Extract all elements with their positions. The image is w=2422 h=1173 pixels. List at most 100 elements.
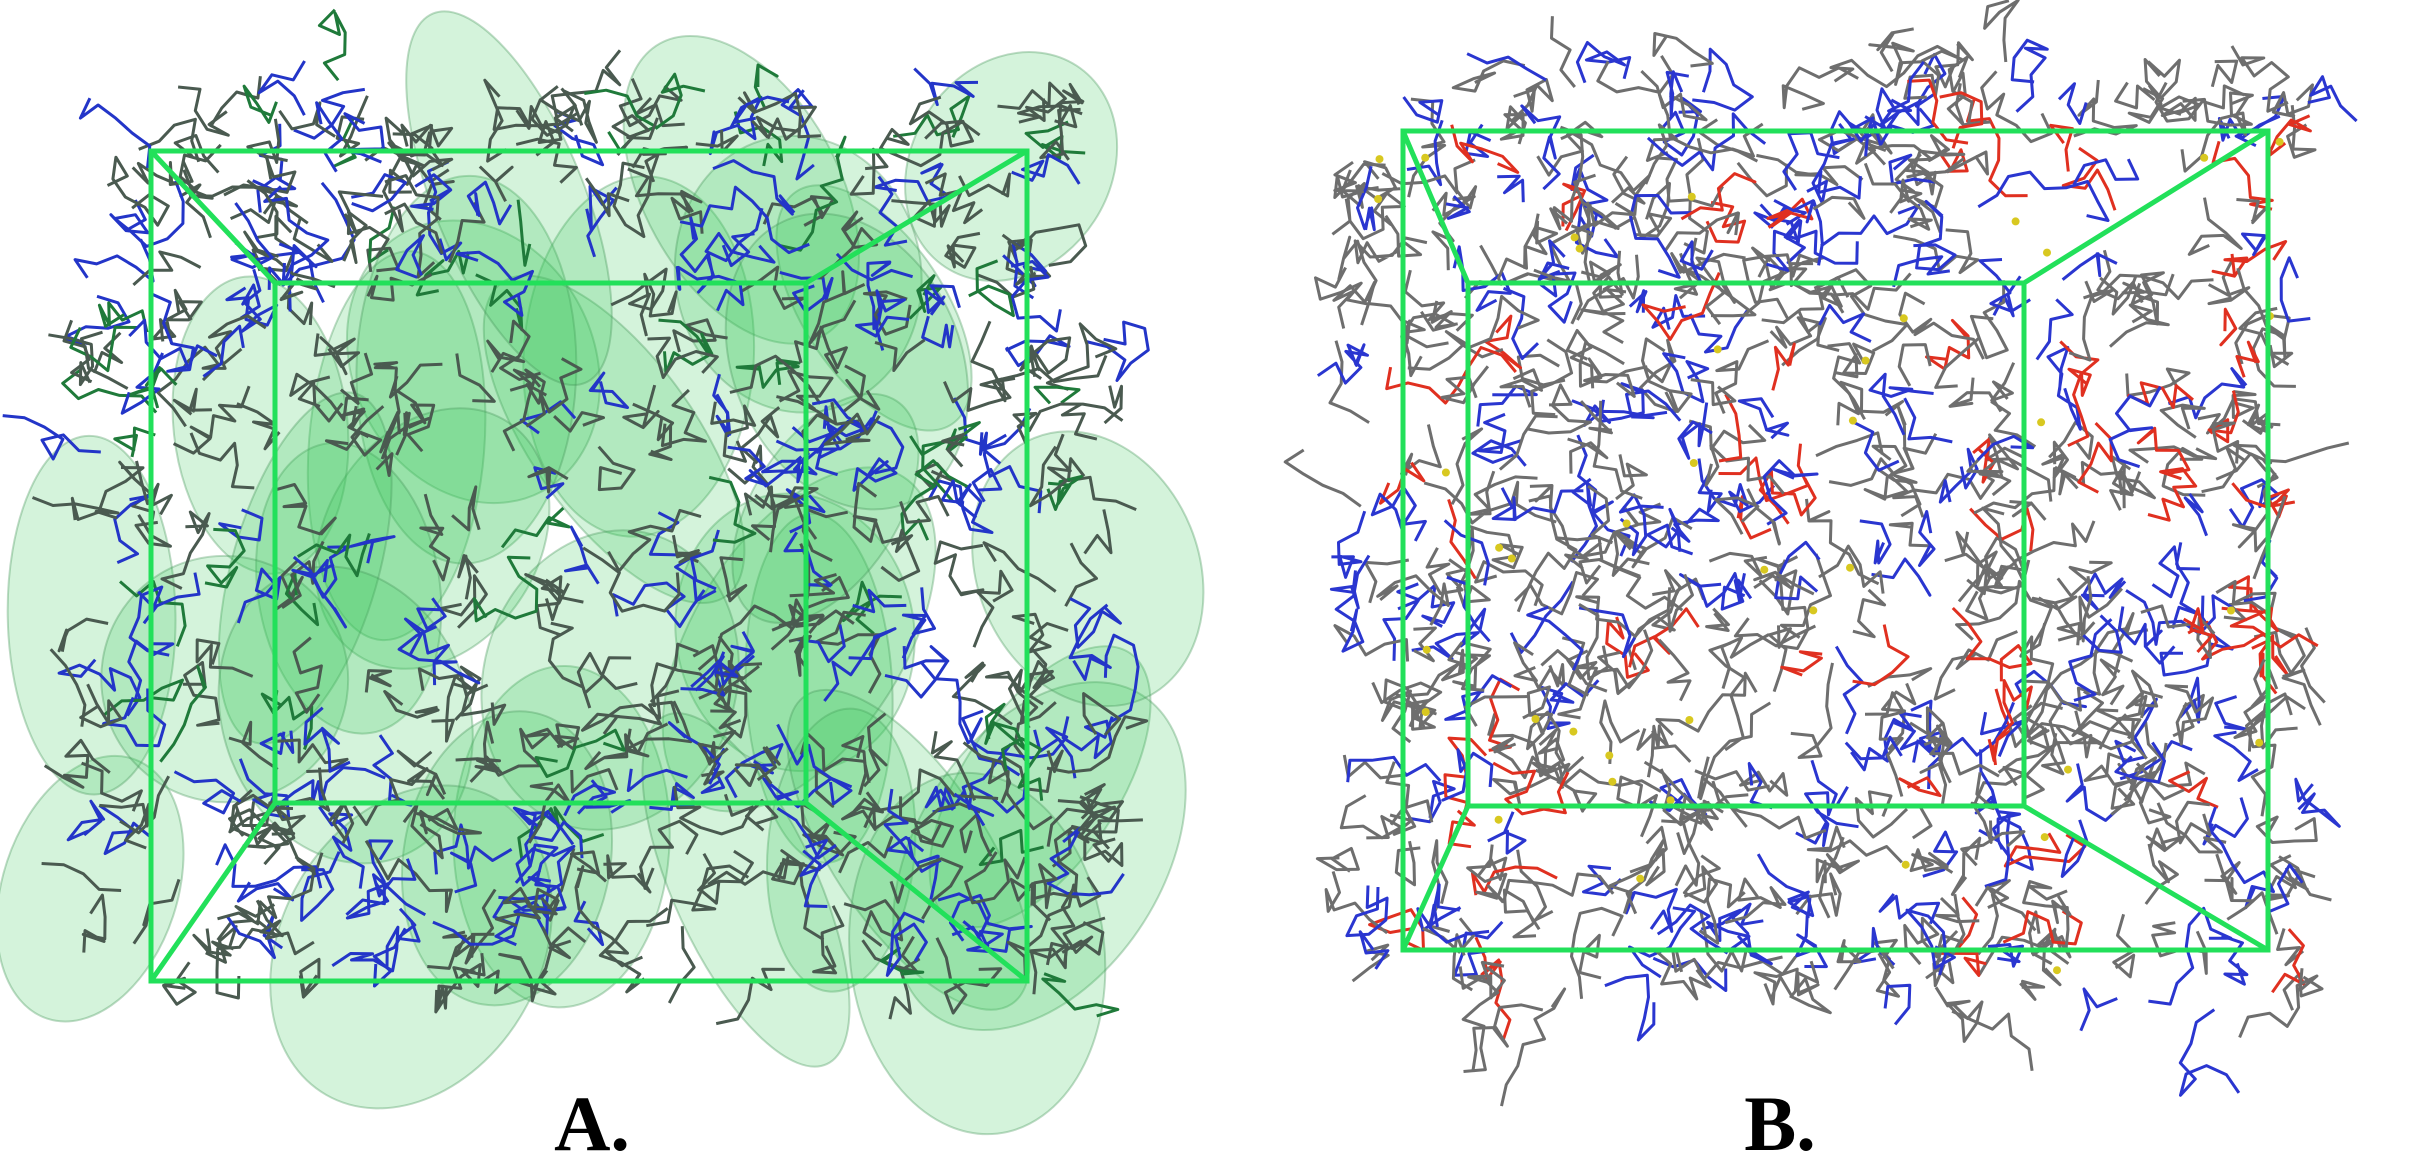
bond-chain: [855, 289, 910, 338]
bond-chain: [499, 319, 541, 381]
bond-chain: [987, 760, 1053, 831]
bond-chain: [436, 966, 476, 1010]
bond-chain: [1737, 397, 1790, 440]
bond-chain: [1530, 338, 1574, 417]
sulfur-atom: [1441, 468, 1450, 477]
bond-chain: [272, 483, 337, 536]
bond-chain: [1602, 254, 1640, 300]
bond-chain: [1720, 578, 1753, 611]
bond-chain: [770, 613, 825, 651]
bond-chain: [149, 292, 218, 373]
bond-chain: [1818, 303, 1872, 343]
bond-chain: [1925, 721, 1953, 763]
bond-chain: [1333, 624, 1410, 662]
bond-chain: [1698, 877, 1746, 945]
bond-chain: [607, 508, 702, 573]
bond-chain: [569, 850, 607, 883]
bond-chain: [515, 105, 563, 136]
bond-chain: [98, 804, 152, 855]
bond-chain: [225, 286, 279, 333]
panel-label: A.: [554, 1080, 630, 1167]
bond-chain: [388, 362, 443, 399]
bond-chain: [2061, 252, 2118, 281]
bond-chain: [879, 120, 981, 168]
bond-chain: [1423, 470, 1496, 525]
bond-chain: [1491, 487, 1584, 522]
sulfur-atom: [1809, 606, 1818, 615]
bond-chain: [673, 785, 754, 836]
sulfur-atom: [1495, 543, 1504, 552]
bond-chain: [2094, 708, 2133, 750]
bond-chain: [2145, 827, 2184, 853]
bond-chain: [1844, 735, 1903, 761]
bond-chain: [1650, 724, 1692, 763]
bond-chain: [1629, 194, 1694, 279]
bond-chain: [643, 272, 678, 318]
bond-chain: [732, 95, 790, 124]
bond-chain: [2068, 280, 2115, 362]
bond-chain: [776, 806, 837, 860]
bond-chain: [73, 238, 155, 283]
bond-chain: [375, 410, 401, 477]
bond-chain: [1001, 737, 1044, 801]
bond-chain: [2211, 240, 2288, 278]
bond-chain: [2114, 81, 2156, 110]
bond-chain: [1580, 250, 1626, 316]
bond-chain: [1871, 557, 1932, 597]
bond-chain: [79, 683, 123, 729]
bond-chain: [2211, 421, 2240, 464]
bond-chain: [1701, 756, 1748, 828]
bond-chain: [1628, 607, 1700, 668]
bond-chain: [2046, 345, 2082, 431]
bond-chain: [534, 728, 626, 778]
bond-chain: [1782, 131, 1840, 191]
bond-chain: [2003, 832, 2087, 868]
bond-chain: [649, 642, 699, 704]
bond-chain: [404, 617, 458, 686]
bond-chain: [2238, 968, 2319, 1038]
bond-chain: [1033, 729, 1077, 779]
bond-chain: [2175, 800, 2212, 845]
bond-chain: [841, 735, 868, 796]
bond-chain: [173, 770, 242, 815]
molecule-render-a: [0, 8, 1205, 1136]
bond-chain: [900, 459, 969, 541]
bond-chain: [2158, 95, 2201, 122]
bond-chain: [1497, 174, 1525, 203]
bond-chain: [1736, 495, 1772, 540]
bond-chain: [483, 78, 507, 163]
bond-chain: [177, 85, 230, 137]
bond-chain: [1812, 195, 1866, 220]
bond-chain: [2182, 91, 2254, 127]
bond-chain: [1852, 588, 1887, 639]
bond-chain: [1770, 975, 1832, 1015]
bond-chain: [1753, 967, 1799, 1006]
bond-chain: [434, 953, 486, 1014]
bond-chain: [2271, 83, 2314, 119]
bond-chain: [852, 588, 907, 614]
bond-chain: [1892, 468, 1995, 518]
bond-chain: [1013, 701, 1057, 765]
bond-chain: [494, 886, 541, 928]
bond-chain: [1064, 542, 1098, 607]
bond-chain: [1431, 158, 1478, 217]
bond-chain: [1652, 569, 1682, 608]
bond-chain: [670, 189, 704, 234]
bond-chain: [2207, 257, 2251, 306]
bond-chain: [985, 668, 1044, 729]
bond-chain: [1933, 630, 2018, 701]
bond-chain: [1773, 198, 1824, 266]
bond-chain: [1774, 540, 1821, 601]
bond-chain: [879, 946, 925, 976]
bond-chain: [933, 540, 985, 597]
sulfur-atom: [1899, 314, 1908, 323]
bond-chain: [292, 636, 323, 714]
bond-chain: [131, 161, 178, 186]
bond-chain: [573, 900, 605, 947]
bond-chain: [713, 630, 755, 686]
bond-chain: [1083, 509, 1113, 555]
bond-chain: [217, 855, 316, 926]
sulfur-atom: [1575, 244, 1584, 253]
bond-chain: [1922, 830, 1959, 878]
bond-chain: [1700, 908, 1751, 951]
